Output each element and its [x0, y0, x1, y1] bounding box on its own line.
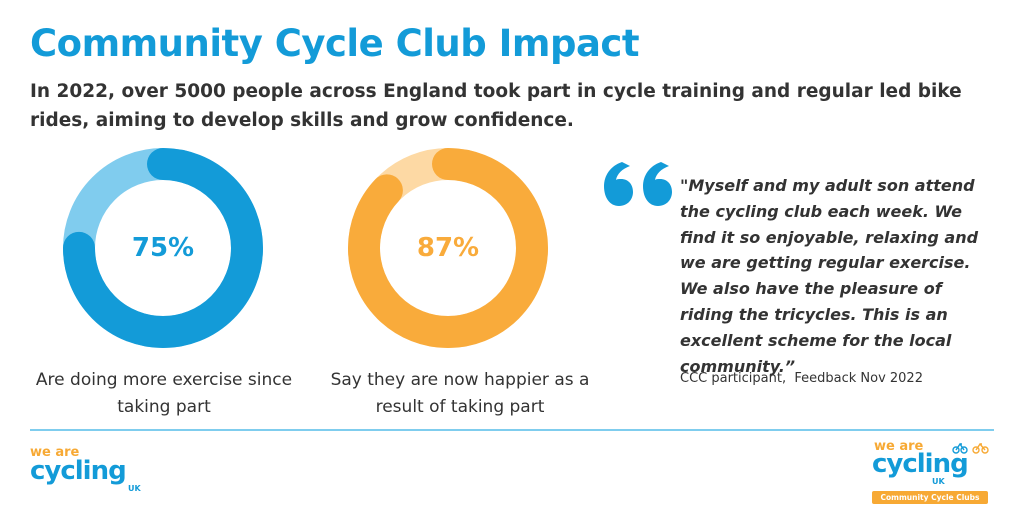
footer-divider — [30, 429, 994, 431]
community-cycle-clubs-logo: we are cycling UK Community Cycle Clubs — [868, 440, 996, 506]
logo-tagline: we are — [30, 445, 80, 460]
logo-uk: UK — [932, 477, 945, 486]
stat-donut-happier: 87% — [348, 148, 548, 348]
page-subtitle: In 2022, over 5000 people across England… — [30, 81, 962, 131]
logo-wordmark: cycling — [30, 456, 127, 486]
logo-badge: Community Cycle Clubs — [872, 491, 988, 504]
stat-donut-exercise: 75% — [63, 148, 263, 348]
testimonial-quote: "Myself and my adult son attend the cycl… — [680, 176, 979, 376]
logo-wordmark: cycling — [872, 449, 969, 479]
donut-chart — [63, 148, 263, 348]
cycling-uk-logo: we are cycling UK — [30, 446, 160, 496]
stat-value: 75% — [131, 233, 195, 263]
stat-caption: Say they are now happier as a result of … — [330, 370, 590, 417]
page-title: Community Cycle Club Impact — [30, 22, 640, 65]
stat-caption: Are doing more exercise since taking par… — [35, 370, 293, 417]
stat-value: 87% — [416, 233, 480, 263]
bicycle-icon — [952, 442, 989, 454]
donut-arc — [63, 148, 263, 348]
quote-icon — [604, 162, 672, 206]
testimonial-attribution: CCC participant, Feedback Nov 2022 — [680, 371, 923, 386]
logo-tagline: we are — [874, 439, 924, 454]
donut-chart — [348, 148, 548, 348]
donut-arc — [348, 148, 548, 348]
logo-uk: UK — [128, 484, 141, 493]
